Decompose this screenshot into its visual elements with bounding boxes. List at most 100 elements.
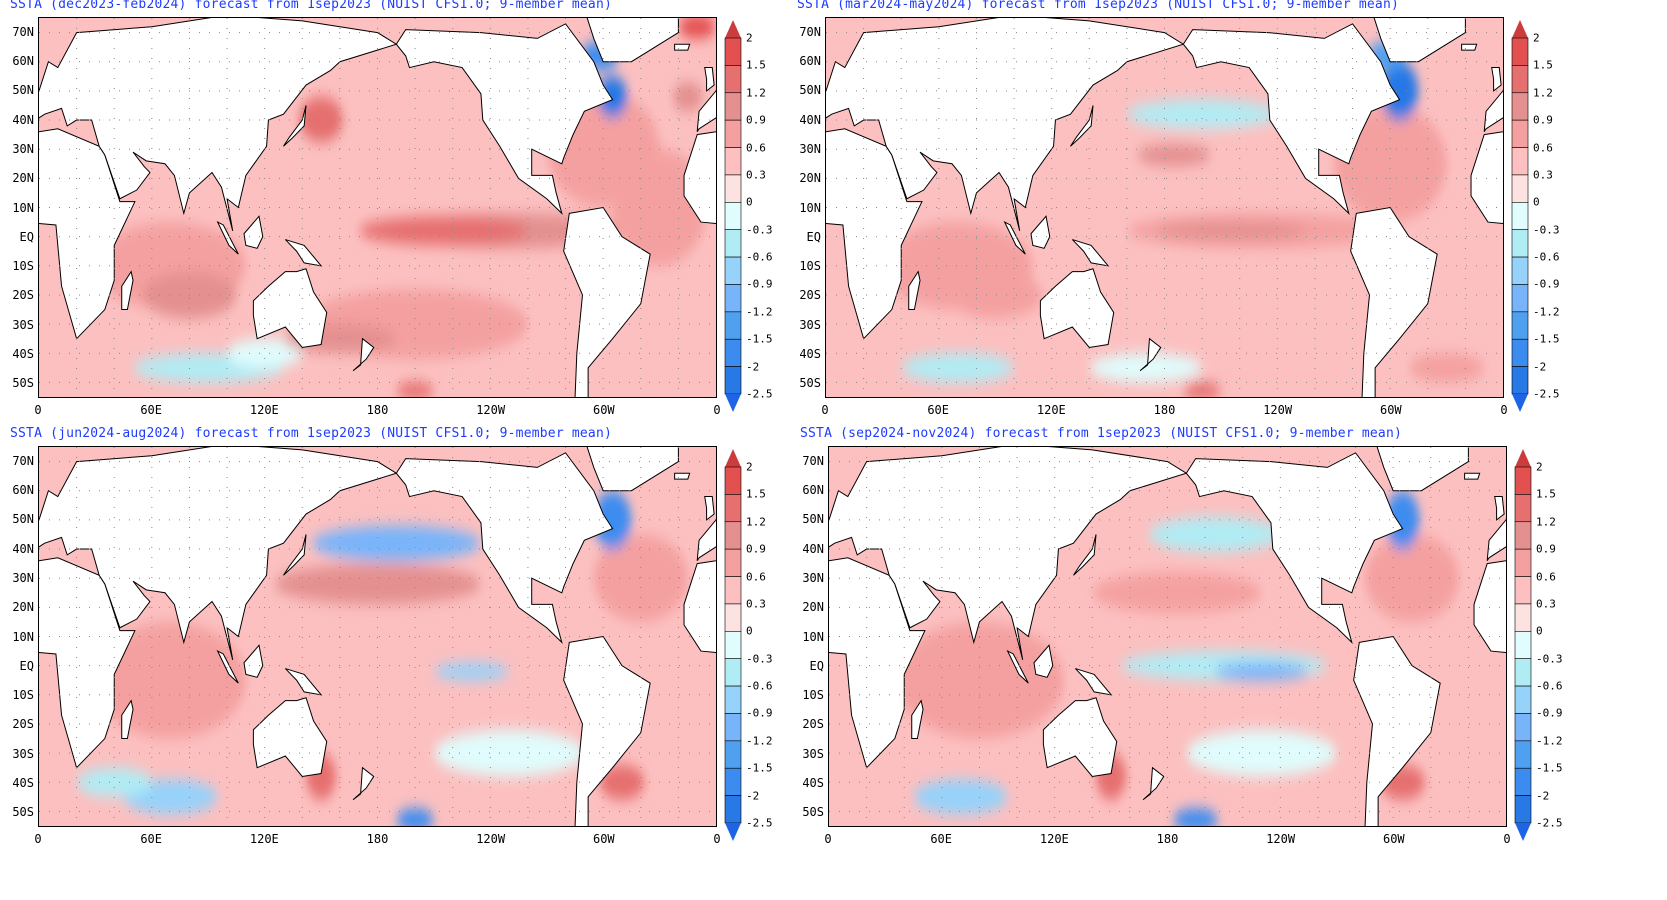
colorbar-swatch	[724, 521, 742, 550]
coastline	[1354, 637, 1441, 826]
colorbar-label: -2.5	[1536, 816, 1563, 830]
colorbar-swatch	[1511, 311, 1529, 340]
coastline	[244, 645, 263, 677]
coastline	[909, 272, 920, 310]
anomaly-patch	[948, 271, 1043, 319]
lat-label: 30S	[802, 746, 824, 761]
lon-label: 0	[821, 403, 829, 417]
lat-label: 30S	[12, 746, 34, 761]
colorbar-swatch	[724, 65, 742, 94]
colorbar-swatch	[1511, 147, 1529, 176]
colorbar-label: -0.3	[746, 652, 773, 666]
lon-label: 120E	[249, 832, 279, 846]
lon-label: 0	[713, 832, 721, 846]
colorbar-swatch	[1514, 795, 1532, 824]
lon-label: 120W	[476, 832, 506, 846]
anomaly-patch	[227, 338, 303, 368]
coastline	[1492, 68, 1501, 91]
anomaly-patch	[593, 534, 688, 622]
lat-label: 20S	[12, 288, 34, 303]
panel-mam-2024: SSTA (mar2024-may2024) forecast from 1se…	[787, 0, 1617, 430]
coastline	[1183, 24, 1399, 214]
colorbar-label: 2	[1533, 31, 1540, 45]
colorbar-label: 0	[1533, 195, 1540, 209]
colorbar-label: -0.6	[1533, 250, 1560, 264]
colorbar-swatch	[1514, 658, 1532, 687]
lat-label: EQ	[19, 658, 34, 673]
colorbar-swatch	[1511, 284, 1529, 313]
coastline	[1351, 208, 1438, 397]
colorbar-label: 0.3	[746, 168, 766, 182]
coastline	[353, 339, 374, 371]
lat-label: 40N	[12, 541, 34, 556]
anomaly-patch	[433, 662, 510, 681]
colorbar-label: 2	[746, 460, 753, 474]
lat-label: 10N	[12, 629, 34, 644]
colorbar-label: 0	[746, 195, 753, 209]
lat-label: 10S	[802, 688, 824, 703]
lat-label: 60N	[799, 53, 821, 68]
lat-label: 50N	[12, 512, 34, 527]
ssta-map	[38, 17, 717, 398]
colorbar-swatch	[724, 92, 742, 121]
coastline	[697, 447, 716, 660]
colorbar-label: -1.2	[746, 734, 773, 748]
coastline	[1073, 534, 1096, 575]
anomaly-patch	[1173, 808, 1219, 826]
lat-label: 40N	[12, 112, 34, 127]
colorbar-swatch	[1512, 394, 1528, 412]
lat-label: 20N	[802, 600, 824, 615]
panel-title: SSTA (sep2024-nov2024) forecast from 1se…	[800, 426, 1402, 441]
anomaly-patch	[901, 353, 1015, 383]
lon-label: 60W	[592, 832, 615, 846]
coastline	[1070, 105, 1093, 146]
coastline	[1186, 453, 1402, 642]
lat-label: 50N	[12, 83, 34, 98]
colorbar-label: -2	[746, 789, 760, 803]
colorbar-swatch	[724, 713, 742, 742]
coastline	[218, 651, 239, 683]
colorbar-label: 1.5	[1533, 58, 1553, 72]
colorbar-swatch	[725, 394, 741, 412]
lon-label: 60E	[140, 832, 162, 846]
lat-label: 10S	[799, 259, 821, 274]
colorbar-label: 0.9	[1536, 542, 1556, 556]
lat-label: 70N	[802, 453, 824, 468]
anomaly-patch	[1333, 105, 1447, 223]
colorbar-swatch	[1511, 229, 1529, 258]
coastline	[1495, 497, 1504, 520]
anomaly-patch	[593, 490, 632, 550]
lat-label: 30S	[12, 317, 34, 332]
lon-label: 0	[1503, 832, 1511, 846]
colorbar-label: -0.3	[1536, 652, 1563, 666]
coastline	[1008, 651, 1029, 683]
colorbar-label: 0	[1536, 624, 1543, 638]
lon-label: 120W	[1263, 403, 1293, 417]
colorbar-label: -1.5	[1533, 332, 1560, 346]
lat-label: 30N	[12, 570, 34, 585]
colorbar-swatch	[1514, 521, 1532, 550]
coastline	[1005, 222, 1026, 254]
coastline	[1487, 447, 1506, 660]
anomaly-patch	[274, 563, 481, 605]
colorbar-label: -2.5	[746, 816, 773, 830]
anomaly-patch	[1126, 99, 1278, 129]
anomaly-patch	[1136, 143, 1212, 167]
colorbar-label: -0.6	[746, 250, 773, 264]
lat-label: 10N	[799, 200, 821, 215]
lon-label: 180	[366, 832, 389, 846]
coastline	[584, 18, 678, 62]
lat-label: EQ	[806, 229, 821, 244]
coastline	[1031, 216, 1050, 248]
lat-label: 60N	[12, 482, 34, 497]
lat-label: 10S	[12, 259, 34, 274]
lon-label: 60W	[1382, 832, 1405, 846]
coastline	[1471, 129, 1503, 339]
lat-label: 60N	[12, 53, 34, 68]
coastline	[564, 208, 651, 397]
colorbar-label: -1.2	[1533, 305, 1560, 319]
coastline	[1143, 768, 1164, 800]
lon-label: 60E	[140, 403, 162, 417]
lon-label: 120E	[1036, 403, 1066, 417]
colorbar-label: 1.2	[1533, 86, 1553, 100]
